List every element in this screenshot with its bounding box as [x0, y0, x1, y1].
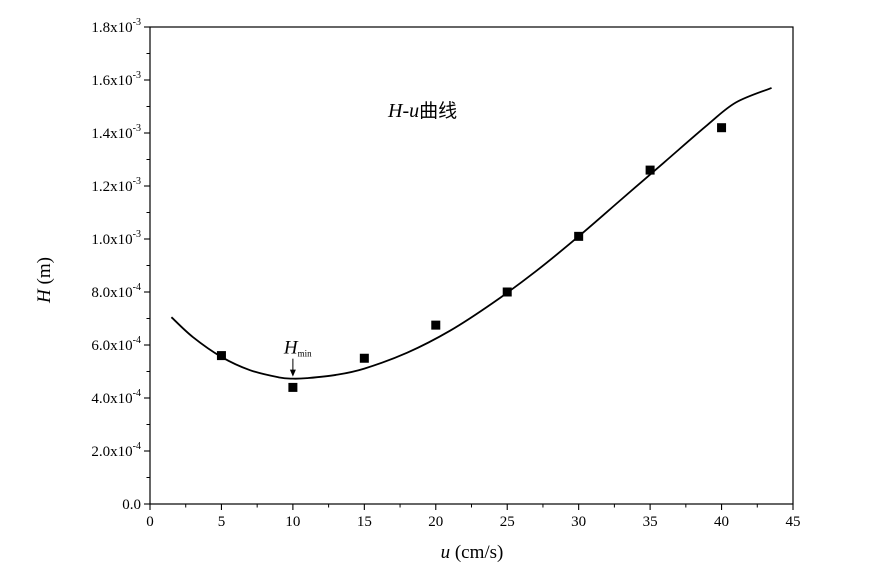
y-tick-base: 4.0x10 [91, 391, 132, 407]
y-tick-exponent: -4 [133, 282, 141, 293]
chart-title: H-u曲线 [387, 100, 457, 122]
y-tick-exponent: -4 [133, 335, 141, 346]
y-tick-base: 0.0 [122, 497, 141, 513]
chart-title-main: H-u [387, 100, 419, 122]
data-point [645, 165, 655, 175]
y-tick-exponent: -3 [133, 70, 141, 81]
data-points-group [216, 123, 727, 392]
axes-group: 0 5 10 15 20 25 30 35 40 450.02.0x10-44.0x10-46.0… [91, 17, 800, 530]
y-tick-exponent: -3 [133, 123, 141, 134]
x-tick-label: 5 [218, 514, 226, 530]
x-tick-label: 35 [643, 514, 658, 530]
hmin-annotation: Hmin [283, 338, 312, 377]
y-tick-label: 1.6x10-3 [91, 70, 141, 89]
y-tick-exponent: -4 [133, 388, 141, 399]
x-tick-label: 0 [146, 514, 154, 530]
y-tick-label: 1.8x10-3 [91, 17, 141, 36]
y-tick-exponent: -3 [133, 229, 141, 240]
y-tick-base: 1.8x10 [91, 20, 132, 36]
y-tick-base: 8.0x10 [91, 285, 132, 301]
y-tick-exponent: -3 [133, 176, 141, 187]
fit-curve-group [170, 87, 772, 380]
x-axis-label: u (cm/s) [441, 542, 504, 563]
y-tick-label: 1.0x10-3 [91, 229, 141, 248]
x-tick-label: 30 [571, 514, 586, 530]
x-axis-label-var: u [441, 542, 451, 563]
hmin-label: Hmin [283, 338, 312, 359]
y-tick-base: 1.4x10 [91, 126, 132, 142]
x-tick-label: 10 [285, 514, 300, 530]
hmin-arrow-head [289, 369, 296, 377]
fit-curve-line [170, 87, 772, 380]
y-tick-base: 2.0x10 [91, 444, 132, 460]
y-tick-base: 6.0x10 [91, 338, 132, 354]
y-tick-label: 4.0x10-4 [91, 388, 141, 407]
data-point [574, 231, 584, 241]
chart-title-suffix: 曲线 [419, 100, 457, 122]
x-tick-label: 25 [500, 514, 515, 530]
data-point [288, 382, 298, 392]
y-tick-base: 1.2x10 [91, 179, 132, 195]
y-tick-label: 2.0x10-4 [91, 441, 141, 460]
y-tick-exponent: -4 [133, 441, 141, 452]
data-point [717, 123, 727, 133]
plot-frame [149, 26, 794, 505]
x-tick-label: 45 [786, 514, 801, 530]
y-axis-label-var: H [34, 288, 55, 304]
data-point [359, 353, 369, 363]
y-tick-base: 1.0x10 [91, 232, 132, 248]
y-tick-base: 1.6x10 [91, 73, 132, 89]
y-axis-label-unit: (m) [34, 257, 55, 289]
y-tick-label: 0.0 [122, 497, 141, 513]
y-axis-label: H (m) [34, 257, 55, 304]
y-tick-label: 1.2x10-3 [91, 176, 141, 195]
x-tick-label: 15 [357, 514, 372, 530]
y-tick-label: 1.4x10-3 [91, 123, 141, 142]
hmin-label-var: H [283, 338, 299, 359]
y-tick-label: 6.0x10-4 [91, 335, 141, 354]
x-tick-label: 40 [714, 514, 729, 530]
y-tick-exponent: -3 [133, 17, 141, 28]
data-point [502, 287, 512, 297]
data-point [431, 320, 441, 330]
data-point [216, 351, 226, 361]
hmin-label-sub: min [298, 349, 313, 359]
x-axis-label-unit: (cm/s) [450, 542, 503, 563]
x-tick-label: 20 [428, 514, 443, 530]
y-tick-label: 8.0x10-4 [91, 282, 141, 301]
